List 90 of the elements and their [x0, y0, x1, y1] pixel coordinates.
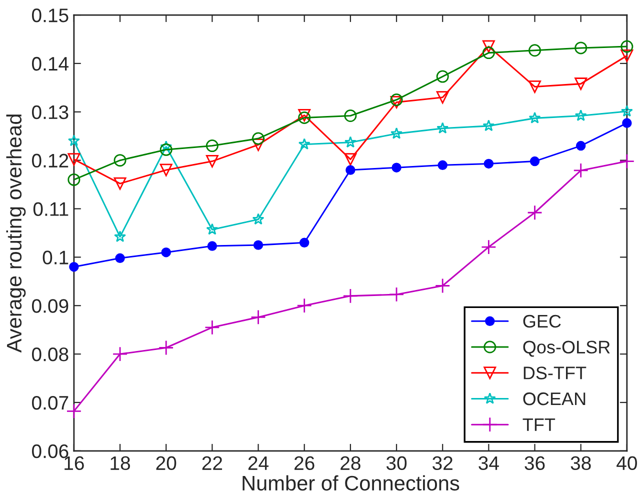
y-tick-label: 0.07	[32, 396, 68, 410]
point	[207, 241, 218, 251]
legend-label: DS-TFT	[524, 366, 586, 380]
point	[252, 138, 265, 152]
x-tick-label: 36	[524, 456, 545, 470]
point	[527, 204, 542, 220]
point	[68, 153, 80, 166]
point	[204, 320, 220, 336]
point	[436, 122, 449, 134]
point	[344, 136, 356, 148]
point	[482, 120, 495, 132]
x-tick-label: 22	[202, 456, 222, 470]
point	[296, 298, 312, 314]
x-tick-label: 24	[248, 456, 269, 470]
x-tick-label: 32	[432, 456, 452, 470]
point	[390, 127, 402, 139]
legend-label: Qos-OLSR	[523, 340, 610, 357]
point	[114, 177, 126, 190]
point	[160, 143, 172, 156]
point	[574, 42, 588, 54]
point	[619, 154, 635, 169]
point	[482, 46, 495, 60]
x-tick-label: 38	[570, 456, 591, 470]
x-tick-label: 26	[294, 456, 314, 470]
point	[344, 153, 357, 166]
point	[574, 110, 587, 121]
y-tick-label: 0.12	[32, 154, 68, 168]
point	[160, 140, 172, 152]
point	[206, 223, 218, 235]
point	[436, 91, 449, 104]
y-tick-label: 0.14	[32, 56, 69, 71]
point	[252, 132, 265, 145]
y-tick-label: 0.13	[32, 105, 68, 120]
point	[298, 138, 310, 150]
point	[158, 340, 174, 356]
point	[438, 160, 448, 170]
point	[622, 118, 632, 128]
point	[576, 140, 586, 151]
point	[112, 346, 128, 362]
point	[392, 162, 402, 172]
point	[528, 112, 541, 124]
point	[161, 247, 171, 258]
point	[620, 49, 634, 62]
point	[344, 110, 357, 122]
y-axis-title: Average routing overhead	[6, 114, 26, 353]
legend-label: OCEAN	[523, 392, 586, 406]
point	[69, 262, 79, 272]
legend-label: TFT	[522, 418, 556, 431]
y-tick-label: 0.08	[32, 348, 68, 362]
point	[206, 155, 218, 168]
x-axis-title: Number of Connections	[242, 475, 460, 491]
x-tick-label: 18	[110, 456, 130, 470]
point	[434, 278, 450, 294]
point	[528, 80, 542, 93]
x-tick-label: 28	[340, 456, 360, 470]
point	[206, 140, 218, 152]
point	[530, 156, 540, 166]
point	[482, 40, 495, 53]
point	[68, 134, 80, 146]
point	[250, 310, 266, 325]
point	[252, 213, 264, 225]
y-tick-label: 0.11	[33, 202, 68, 216]
point	[160, 164, 172, 176]
point	[253, 240, 264, 250]
point	[620, 40, 634, 53]
legend-label: GEC	[523, 314, 561, 328]
y-tick-label: 0.09	[32, 299, 68, 313]
point	[342, 288, 358, 304]
point	[484, 158, 494, 169]
point	[114, 230, 126, 242]
point	[346, 165, 356, 175]
x-tick-label: 30	[386, 456, 407, 470]
point	[574, 78, 588, 90]
point	[114, 154, 126, 167]
point	[299, 238, 310, 248]
point	[388, 286, 404, 302]
point	[436, 70, 449, 83]
point	[620, 105, 633, 117]
x-tick-label: 34	[478, 456, 499, 470]
x-tick-label: 40	[616, 456, 637, 470]
point	[115, 253, 125, 264]
point	[68, 173, 80, 186]
y-tick-label: 0.1	[42, 250, 68, 264]
point	[481, 239, 496, 255]
x-tick-label: 20	[156, 456, 176, 470]
x-tick-label: 16	[64, 456, 84, 470]
y-tick-label: 0.06	[32, 444, 68, 458]
y-tick-label: 0.15	[32, 8, 68, 22]
point	[528, 44, 542, 57]
point	[573, 162, 588, 178]
